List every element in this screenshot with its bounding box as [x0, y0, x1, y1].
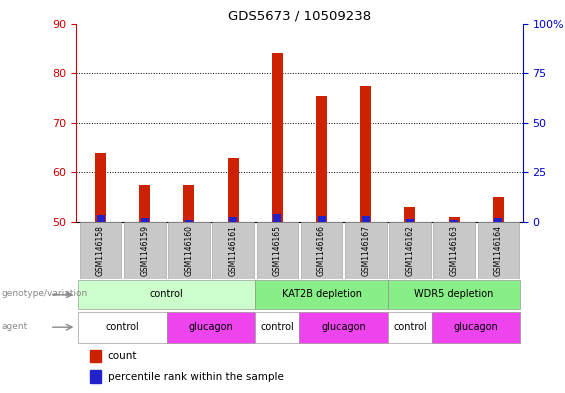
Bar [273, 214, 281, 222]
Bar [299, 312, 388, 343]
Text: GSM1146159: GSM1146159 [140, 225, 149, 276]
Bar [167, 312, 255, 343]
Bar [389, 222, 431, 279]
Text: GSM1146161: GSM1146161 [229, 225, 238, 276]
Bar [316, 95, 327, 222]
Text: WDR5 depletion: WDR5 depletion [415, 289, 494, 299]
Bar [79, 280, 255, 309]
Bar [388, 280, 520, 309]
Text: GSM1146163: GSM1146163 [450, 225, 459, 276]
Text: agent: agent [2, 323, 28, 331]
Bar [255, 312, 299, 343]
Bar [79, 312, 167, 343]
Text: GSM1146164: GSM1146164 [494, 225, 503, 276]
Bar [362, 216, 370, 222]
Text: GSM1146167: GSM1146167 [361, 225, 370, 276]
Text: control: control [393, 321, 427, 332]
Bar [406, 219, 414, 222]
Title: GDS5673 / 10509238: GDS5673 / 10509238 [228, 9, 371, 22]
Text: KAT2B depletion: KAT2B depletion [281, 289, 362, 299]
Text: glucagon: glucagon [189, 321, 233, 332]
Text: count: count [107, 351, 137, 361]
Bar [432, 312, 520, 343]
Bar [184, 185, 194, 222]
Text: GSM1146158: GSM1146158 [96, 225, 105, 276]
Text: control: control [106, 321, 140, 332]
Bar [124, 222, 166, 279]
Bar [185, 220, 193, 222]
Text: GSM1146165: GSM1146165 [273, 225, 282, 276]
Bar [97, 215, 105, 222]
Bar [141, 218, 149, 222]
Bar [228, 158, 238, 222]
Text: genotype/variation: genotype/variation [2, 290, 88, 298]
Bar [477, 222, 519, 279]
Bar [168, 222, 210, 279]
Bar [229, 217, 237, 222]
Text: glucagon: glucagon [321, 321, 366, 332]
Bar [494, 218, 502, 222]
Bar [139, 185, 150, 222]
Bar [388, 312, 432, 343]
Text: glucagon: glucagon [454, 321, 498, 332]
Text: control: control [260, 321, 294, 332]
Bar [449, 217, 460, 222]
Bar [493, 197, 504, 222]
Bar [90, 371, 101, 383]
Bar [345, 222, 386, 279]
Text: percentile rank within the sample: percentile rank within the sample [107, 371, 284, 382]
Bar [272, 53, 283, 222]
Bar [95, 152, 106, 222]
Bar [255, 280, 388, 309]
Bar [318, 216, 325, 222]
Bar [80, 222, 121, 279]
Text: GSM1146160: GSM1146160 [184, 225, 193, 276]
Bar [301, 222, 342, 279]
Text: GSM1146162: GSM1146162 [406, 225, 415, 276]
Text: control: control [150, 289, 184, 299]
Bar [405, 207, 415, 222]
Bar [450, 220, 458, 222]
Bar [257, 222, 298, 279]
Bar [212, 222, 254, 279]
Bar [90, 350, 101, 362]
Text: GSM1146166: GSM1146166 [317, 225, 326, 276]
Bar [433, 222, 475, 279]
Bar [360, 86, 371, 222]
